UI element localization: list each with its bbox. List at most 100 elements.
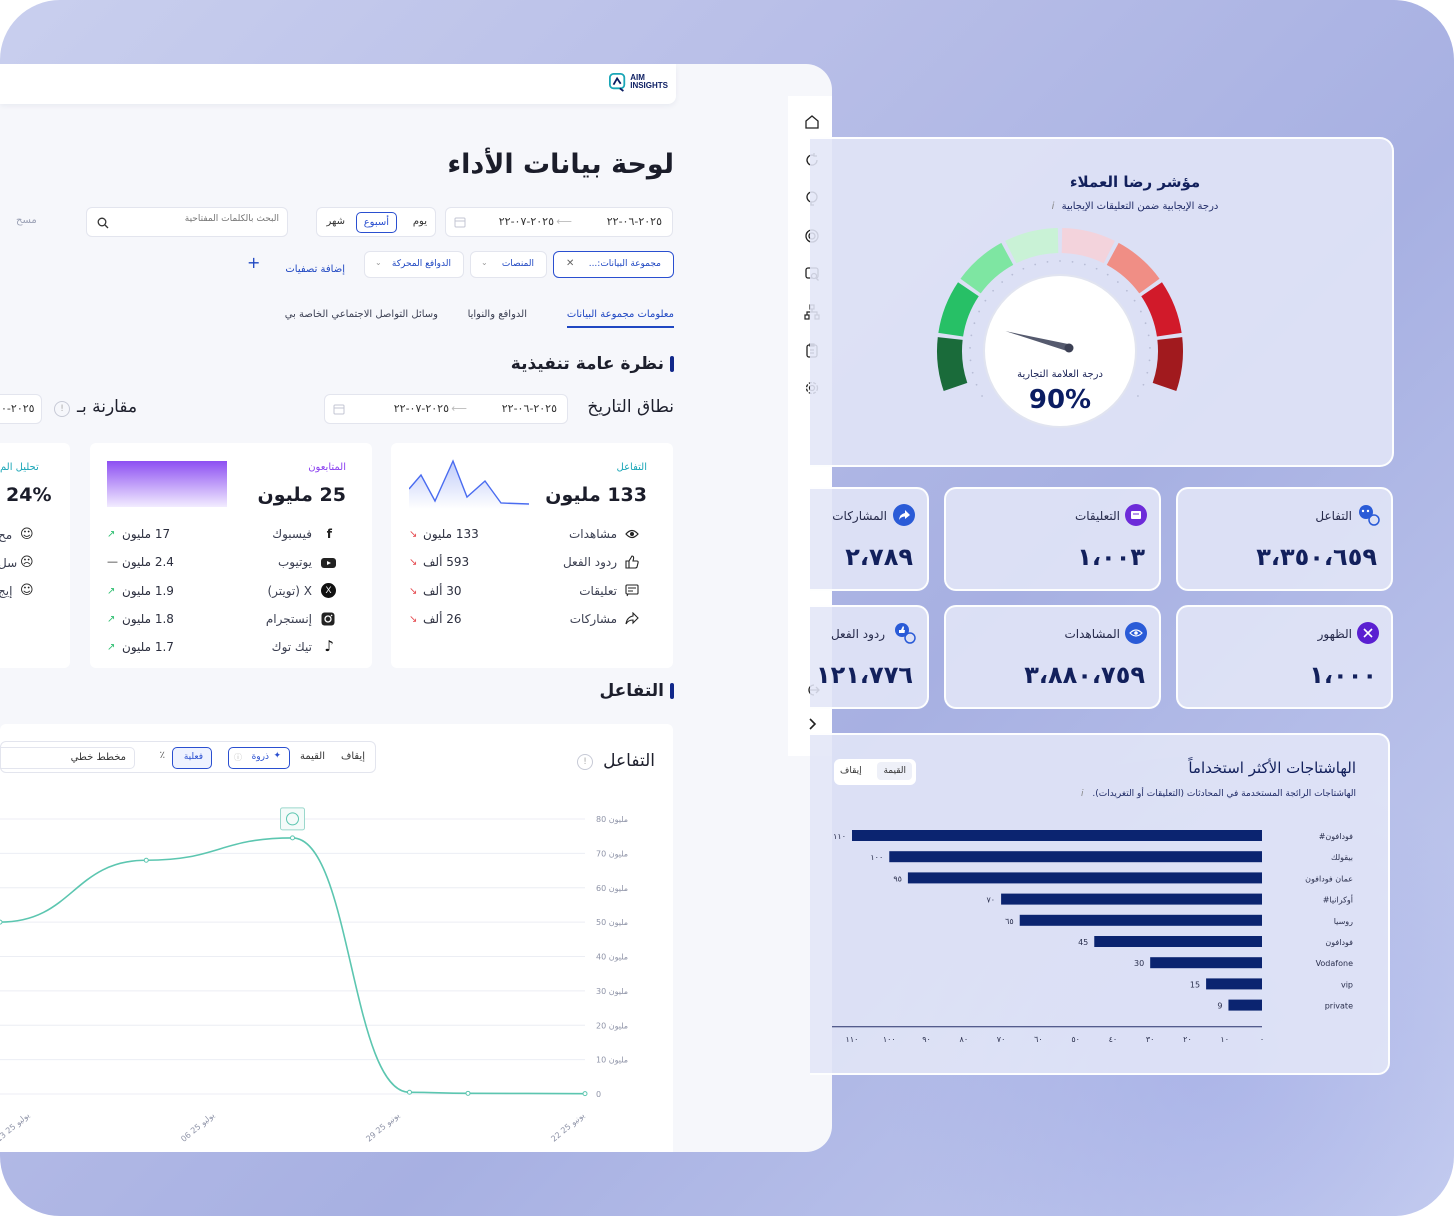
bar-value-label: ٦٥	[1005, 917, 1014, 926]
followers-row-value: 1.9 مليون	[122, 584, 174, 598]
platforms-dropdown[interactable]: المنصات ⌄	[470, 251, 547, 278]
gauge-needle-pivot	[1064, 343, 1074, 353]
hashtags-panel: الهاشتاجات الأكثر استخداماً الهاشتاجات ا…	[810, 733, 1390, 1075]
followers-row-label: تيك توك	[271, 640, 312, 654]
kpi-card-reach: الظهور ١،٠٠٠	[1176, 605, 1393, 709]
chevron-right-icon[interactable]	[804, 716, 820, 732]
period-month[interactable]: شهر	[326, 216, 345, 227]
info-icon[interactable]: !	[577, 754, 593, 770]
compare-date-picker[interactable]: ٢٠٢٥-٠	[0, 394, 42, 424]
gauge-tick	[1125, 289, 1128, 292]
gauge-segment	[1005, 228, 1059, 264]
percent-toggle[interactable]: ٪	[159, 750, 165, 761]
gauge-segment	[938, 282, 979, 337]
followers-row-label: إنستجرام	[265, 612, 312, 626]
drivers-label: الدوافع المحركة	[391, 259, 451, 269]
y-tick-label: 0	[596, 1090, 601, 1099]
bar[interactable]	[852, 830, 1262, 841]
kpi-card-views: المشاهدات ٣،٨٨٠،٧٥٩	[944, 605, 1161, 709]
followers-row-value: 2.4 مليون	[122, 555, 174, 569]
date-range-picker[interactable]: ٢٠٢٥-٠٦-٢٢ ⟵ ٢٠٢٥-٠٧-٢٢	[445, 207, 673, 237]
data-point[interactable]	[582, 1091, 588, 1097]
share-icon	[625, 612, 639, 625]
kpi-value: ٢،٧٨٩	[845, 543, 913, 571]
toggle-value[interactable]: القيمة	[299, 751, 325, 762]
actual-button[interactable]: فعلية	[172, 747, 212, 769]
gauge-segment	[1061, 228, 1115, 264]
series-line	[0, 837, 586, 1095]
peak-marker[interactable]	[280, 807, 305, 831]
search-box[interactable]	[86, 207, 288, 237]
share-icon	[893, 504, 915, 526]
bar-value-label: 15	[1190, 980, 1200, 989]
logo-mark-icon	[609, 73, 626, 92]
bar-category-label: private	[1325, 1002, 1353, 1011]
engagement-row-value: 26 ألف	[423, 612, 462, 626]
sentiment-row-label: إيج	[0, 584, 13, 598]
chart-type-select[interactable]: مخطط خطي	[0, 747, 135, 769]
info-icon[interactable]: !	[54, 401, 70, 417]
peak-button[interactable]: ذروة ✦ ⓘ	[228, 747, 290, 769]
overview-date-picker[interactable]: ٢٠٢٥-٠٦-٢٢ ⟵ ٢٠٢٥-٠٧-٢٢	[324, 394, 568, 424]
x-tick-label: 13 يوليو 25	[0, 1111, 31, 1144]
search-input[interactable]	[129, 214, 279, 224]
data-point[interactable]	[465, 1090, 471, 1096]
gauge-value: 90%	[1028, 385, 1092, 415]
gauge-tick	[1034, 263, 1037, 266]
followers-row-label: فيسبوك	[272, 527, 312, 541]
kpi-card-reactions: ردود الفعل ١٢١،٧٧٦	[810, 605, 929, 709]
bar[interactable]	[1019, 914, 1262, 926]
peak-marker-icon	[286, 812, 299, 826]
followers-row-value: 1.8 مليون	[122, 612, 174, 626]
compare-date: ٢٠٢٥-٠	[1, 402, 35, 415]
clear-filters[interactable]: مسح	[16, 215, 37, 226]
bar[interactable]	[1228, 999, 1262, 1011]
date-to: ٢٠٢٥-٠٧-٢٢	[498, 215, 554, 228]
gauge-tick	[1059, 260, 1061, 262]
csat-title: مؤشر رضا العملاء	[1069, 173, 1201, 191]
bar[interactable]	[1001, 893, 1262, 905]
platforms-label: المنصات	[501, 259, 534, 269]
bar[interactable]	[1094, 936, 1262, 947]
info-icon[interactable]: i	[1051, 201, 1055, 212]
period-week[interactable]: أسبوع	[355, 212, 397, 233]
actual-label: فعلية	[183, 752, 203, 762]
x-tick-label: ٩٠	[922, 1035, 931, 1044]
calendar-icon	[333, 404, 345, 415]
drivers-dropdown[interactable]: الدوافع المحركة ⌄	[364, 251, 464, 278]
toggle-stop[interactable]: إيقاف	[840, 766, 862, 776]
top-bar: AIM INSIGHTS	[0, 64, 676, 104]
overview-date-to: ٢٠٢٥-٠٧-٢٢	[393, 402, 449, 415]
engagement-row-label: مشاهدات	[568, 527, 617, 541]
toggle-value[interactable]: القيمة	[877, 762, 912, 780]
trend-down-icon: ↘	[409, 614, 418, 625]
info-icon[interactable]: i	[1080, 789, 1084, 799]
bar[interactable]	[1206, 978, 1262, 990]
dataset-chip[interactable]: مجموعة البيانات:... ✕	[553, 251, 674, 278]
toggle-stop[interactable]: إيقاف	[340, 751, 365, 762]
kpi-value: ٣،٣٥٠،٦٥٩	[1256, 543, 1377, 571]
bar[interactable]	[889, 851, 1262, 863]
followers-card: المتابعون 25 مليون f فيسبوك 17 مليون ↗ ي…	[90, 443, 372, 668]
tab-drivers[interactable]: الدوافع والنوايا	[467, 309, 527, 320]
data-point[interactable]	[143, 857, 149, 863]
data-point[interactable]	[407, 1089, 412, 1095]
bar[interactable]	[907, 872, 1262, 884]
tab-dataset-info[interactable]: معلومات مجموعة البيانات	[566, 309, 674, 328]
close-icon[interactable]: ✕	[566, 258, 575, 269]
bar[interactable]	[1150, 957, 1262, 969]
data-point[interactable]	[290, 835, 295, 841]
hashtags-subtitle: الهاشتاجات الرائجة المستخدمة في المحادثا…	[1092, 789, 1356, 799]
period-day[interactable]: يوم	[412, 216, 427, 227]
trend-up-icon: ↗	[107, 529, 116, 540]
brand-logo[interactable]: AIM INSIGHTS	[609, 72, 668, 92]
home-icon[interactable]	[804, 114, 820, 130]
sentiment-card: تحليل الم 24% ☺ مح ☹ سل ☺ إيج	[0, 443, 70, 668]
x-tick-label: ٣٠	[1146, 1035, 1155, 1044]
data-point[interactable]	[0, 919, 3, 925]
tab-my-social[interactable]: وسائل التواصل الاجتماعي الخاصة بي	[284, 309, 438, 320]
x-tick-label: 06 يوليو 25	[179, 1111, 216, 1144]
add-filters-button[interactable]: إضافة تصفيات +	[245, 253, 345, 275]
x-tick-label: ١٠٠	[883, 1035, 896, 1044]
